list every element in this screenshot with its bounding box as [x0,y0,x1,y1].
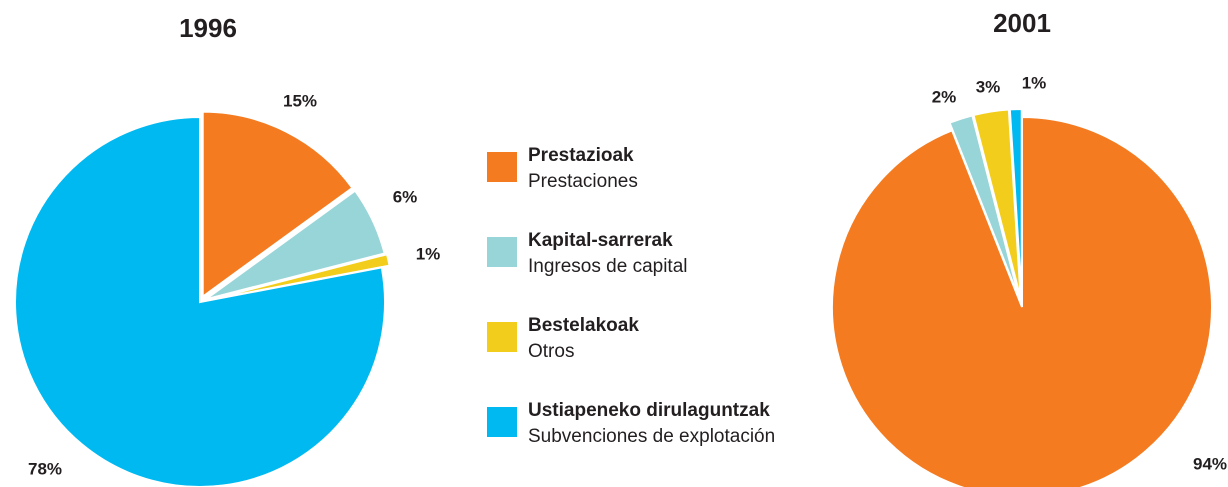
pie-slice [207,253,391,302]
value-label: 2% [932,87,957,106]
value-label: 78% [28,459,62,478]
value-label: 1% [1022,73,1047,92]
pie-slice [1008,108,1023,300]
chart-title: 1996 [179,13,237,43]
legend-sublabel: Ingresos de capital [528,256,688,277]
legend-label: Ustiapeneko dirulaguntzak [528,400,770,421]
legend-swatch [487,322,517,352]
legend-swatch [487,152,517,182]
legend-sublabel: Otros [528,341,574,362]
value-label: 15% [283,91,317,110]
pie-slice [201,110,354,299]
pie-slice [948,114,1021,300]
pie-slice [14,115,386,487]
legend-label: Prestazioak [528,145,634,166]
legend-swatch [487,407,517,437]
pie-slice [831,115,1213,487]
value-label: 94% [1193,454,1227,473]
chart-title: 2001 [993,8,1051,38]
legend-label: Bestelakoak [528,315,639,336]
legend-sublabel: Subvenciones de explotación [528,426,775,447]
pie-slice [204,189,386,301]
pie-slice [972,108,1022,300]
legend-label: Kapital-sarrerak [528,230,673,251]
legend-sublabel: Prestaciones [528,171,638,192]
value-label: 1% [416,244,441,263]
value-label: 3% [976,77,1001,96]
value-label: 6% [393,187,418,206]
legend-swatch [487,237,517,267]
